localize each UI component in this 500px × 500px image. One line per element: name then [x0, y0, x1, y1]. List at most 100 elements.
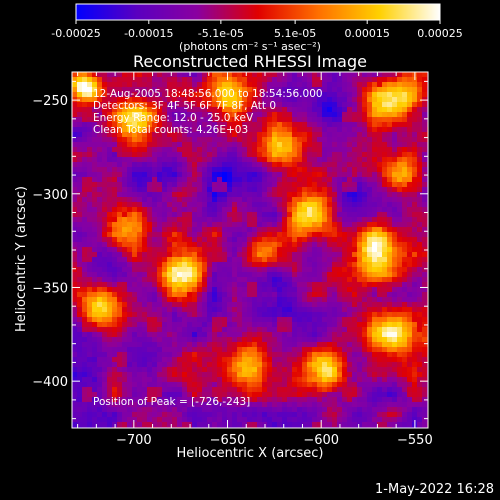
heatmap-pixel	[167, 97, 172, 102]
heatmap-pixel	[132, 402, 137, 407]
heatmap-pixel	[92, 122, 97, 127]
heatmap-pixel	[182, 287, 187, 292]
heatmap-pixel	[142, 402, 147, 407]
heatmap-pixel	[107, 107, 112, 112]
heatmap-pixel	[367, 147, 372, 152]
heatmap-pixel	[317, 232, 322, 237]
heatmap-pixel	[212, 267, 217, 272]
heatmap-pixel	[277, 87, 282, 92]
heatmap-pixel	[142, 332, 147, 337]
heatmap-pixel	[167, 312, 172, 317]
heatmap-pixel	[337, 242, 342, 247]
heatmap-pixel	[207, 127, 212, 132]
heatmap-pixel	[72, 312, 77, 317]
heatmap-pixel	[92, 262, 97, 267]
heatmap-pixel	[342, 307, 347, 312]
heatmap-pixel	[142, 362, 147, 367]
heatmap-pixel	[137, 162, 142, 167]
heatmap-pixel	[327, 192, 332, 197]
heatmap-pixel	[327, 342, 332, 347]
heatmap-pixel	[147, 117, 152, 122]
heatmap-pixel	[402, 407, 407, 412]
heatmap-pixel	[147, 252, 152, 257]
heatmap-pixel	[107, 182, 112, 187]
heatmap-pixel	[287, 262, 292, 267]
heatmap-pixel	[392, 117, 397, 122]
heatmap-pixel	[212, 237, 217, 242]
heatmap-pixel	[377, 77, 382, 82]
heatmap-pixel	[312, 297, 317, 302]
heatmap-pixel	[117, 392, 122, 397]
heatmap-pixel	[267, 237, 272, 242]
heatmap-pixel	[302, 377, 307, 382]
heatmap-pixel	[197, 312, 202, 317]
heatmap-pixel	[257, 192, 262, 197]
heatmap-pixel	[317, 152, 322, 157]
heatmap-pixel	[127, 407, 132, 412]
heatmap-pixel	[237, 287, 242, 292]
heatmap-pixel	[187, 377, 192, 382]
heatmap-pixel	[217, 182, 222, 187]
heatmap-pixel	[227, 347, 232, 352]
heatmap-pixel	[242, 407, 247, 412]
heatmap-pixel	[357, 237, 362, 242]
heatmap-pixel	[337, 347, 342, 352]
heatmap-pixel	[172, 217, 177, 222]
heatmap-pixel	[152, 407, 157, 412]
heatmap-pixel	[232, 347, 237, 352]
heatmap-pixel	[332, 292, 337, 297]
heatmap-pixel	[192, 197, 197, 202]
heatmap-pixel	[142, 147, 147, 152]
heatmap-pixel	[222, 157, 227, 162]
heatmap-pixel	[422, 282, 427, 287]
heatmap-pixel	[412, 262, 417, 267]
heatmap-pixel	[242, 112, 247, 117]
heatmap-pixel	[247, 217, 252, 222]
heatmap-pixel	[267, 192, 272, 197]
heatmap-pixel	[247, 372, 252, 377]
heatmap-pixel	[302, 117, 307, 122]
heatmap-pixel	[387, 222, 392, 227]
heatmap-pixel	[102, 307, 107, 312]
heatmap-pixel	[92, 137, 97, 142]
heatmap-pixel	[392, 252, 397, 257]
heatmap-pixel	[287, 107, 292, 112]
heatmap-pixel	[157, 182, 162, 187]
heatmap-pixel	[207, 297, 212, 302]
heatmap-pixel	[327, 157, 332, 162]
heatmap-pixel	[377, 117, 382, 122]
heatmap-pixel	[312, 167, 317, 172]
heatmap-pixel	[407, 207, 412, 212]
heatmap-pixel	[417, 252, 422, 257]
heatmap-pixel	[352, 387, 357, 392]
heatmap-pixel	[92, 107, 97, 112]
heatmap-pixel	[347, 82, 352, 87]
heatmap-pixel	[422, 192, 427, 197]
heatmap-pixel	[342, 272, 347, 277]
heatmap-pixel	[107, 167, 112, 172]
heatmap-pixel	[297, 152, 302, 157]
heatmap-pixel	[337, 362, 342, 367]
heatmap-pixel	[362, 107, 367, 112]
heatmap-pixel	[372, 172, 377, 177]
heatmap-pixel	[107, 402, 112, 407]
heatmap-pixel	[382, 347, 387, 352]
heatmap-pixel	[322, 207, 327, 212]
heatmap-pixel	[72, 132, 77, 137]
heatmap-pixel	[412, 107, 417, 112]
heatmap-pixel	[172, 212, 177, 217]
heatmap-pixel	[202, 172, 207, 177]
heatmap-pixel	[322, 132, 327, 137]
heatmap-pixel	[332, 72, 337, 77]
heatmap-pixel	[152, 357, 157, 362]
heatmap-pixel	[382, 392, 387, 397]
heatmap-pixel	[272, 377, 277, 382]
heatmap-pixel	[247, 222, 252, 227]
heatmap-pixel	[142, 257, 147, 262]
heatmap-pixel	[237, 312, 242, 317]
heatmap-pixel	[232, 152, 237, 157]
heatmap-pixel	[192, 397, 197, 402]
heatmap-pixel	[387, 167, 392, 172]
heatmap-pixel	[187, 107, 192, 112]
heatmap-pixel	[92, 202, 97, 207]
